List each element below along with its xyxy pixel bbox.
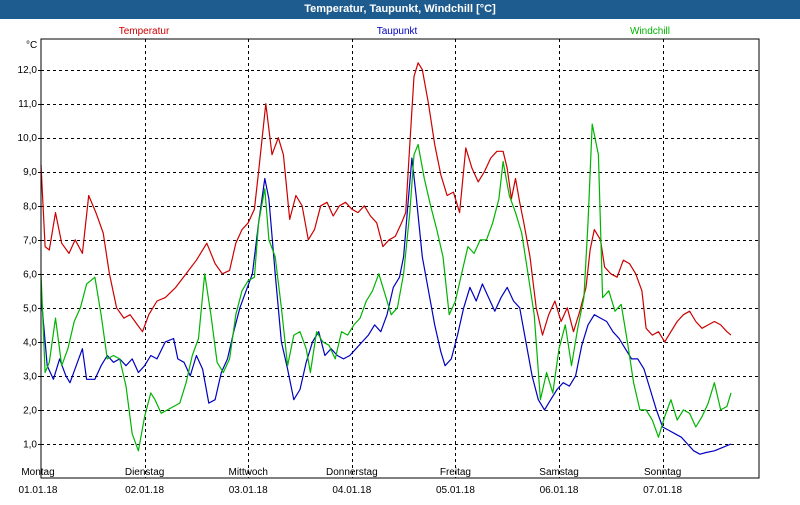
x-day-label: Montag	[21, 467, 54, 478]
x-day-label: Samstag	[539, 467, 578, 478]
x-axis-labels: Montag 01.01.18 Dienstag 02.01.18 Mittwoch 03…	[19, 467, 683, 496]
x-date-label: 05.01.18	[436, 485, 475, 496]
legend-item: Windchill	[630, 26, 670, 37]
x-day-label: Sonntag	[644, 467, 681, 478]
series-line-taupunkt	[40, 157, 732, 455]
y-tick-label: 4,0	[23, 337, 37, 348]
legend-item: Temperatur	[119, 26, 170, 37]
y-tick-label: 7,0	[23, 235, 37, 246]
legend-item: Taupunkt	[377, 26, 418, 37]
series-line-windchill	[40, 123, 732, 452]
y-tick-label: 2,0	[23, 405, 37, 416]
legend: Temperatur Taupunkt Windchill	[119, 26, 670, 37]
y-tick-label: 5,0	[23, 303, 37, 314]
y-tick-label: 6,0	[23, 269, 37, 280]
chart-area: °C Temperatur Taupunkt Windchill 1,0 2,0 3,0…	[0, 19, 800, 500]
y-axis-ticks: 1,0 2,0 3,0 4,0 5,0 6,0 7,0 8,0 9,0 10,0 11,0 12,0	[18, 65, 41, 450]
x-date-label: 06.01.18	[540, 485, 579, 496]
grid-layer	[41, 39, 759, 478]
y-tick-label: 10,0	[18, 133, 38, 144]
y-tick-label: 11,0	[18, 99, 37, 110]
x-date-label: 02.01.18	[125, 485, 164, 496]
series-layer	[40, 62, 732, 455]
x-day-label: Dienstag	[125, 467, 164, 478]
y-axis-unit-label: °C	[26, 40, 37, 51]
chart-svg: °C Temperatur Taupunkt Windchill 1,0 2,0 3,0…	[18, 26, 760, 496]
x-date-label: 04.01.18	[332, 485, 371, 496]
x-day-label: Mittwoch	[228, 467, 267, 478]
chart-title: Temperatur, Taupunkt, Windchill [°C]	[304, 3, 496, 15]
y-tick-label: 9,0	[23, 167, 37, 178]
x-date-label: 01.01.18	[19, 485, 58, 496]
x-day-label: Donnerstag	[326, 467, 378, 478]
series-line-temperatur	[40, 62, 732, 343]
x-date-label: 03.01.18	[229, 485, 268, 496]
y-tick-label: 3,0	[23, 371, 37, 382]
y-tick-label: 8,0	[23, 201, 37, 212]
y-tick-label: 1,0	[23, 439, 37, 450]
plot-border	[40, 38, 760, 479]
x-date-label: 07.01.18	[643, 485, 682, 496]
chart-title-bar: Temperatur, Taupunkt, Windchill [°C]	[0, 0, 800, 19]
x-day-label: Freitag	[440, 467, 471, 478]
y-tick-label: 12,0	[18, 65, 38, 76]
